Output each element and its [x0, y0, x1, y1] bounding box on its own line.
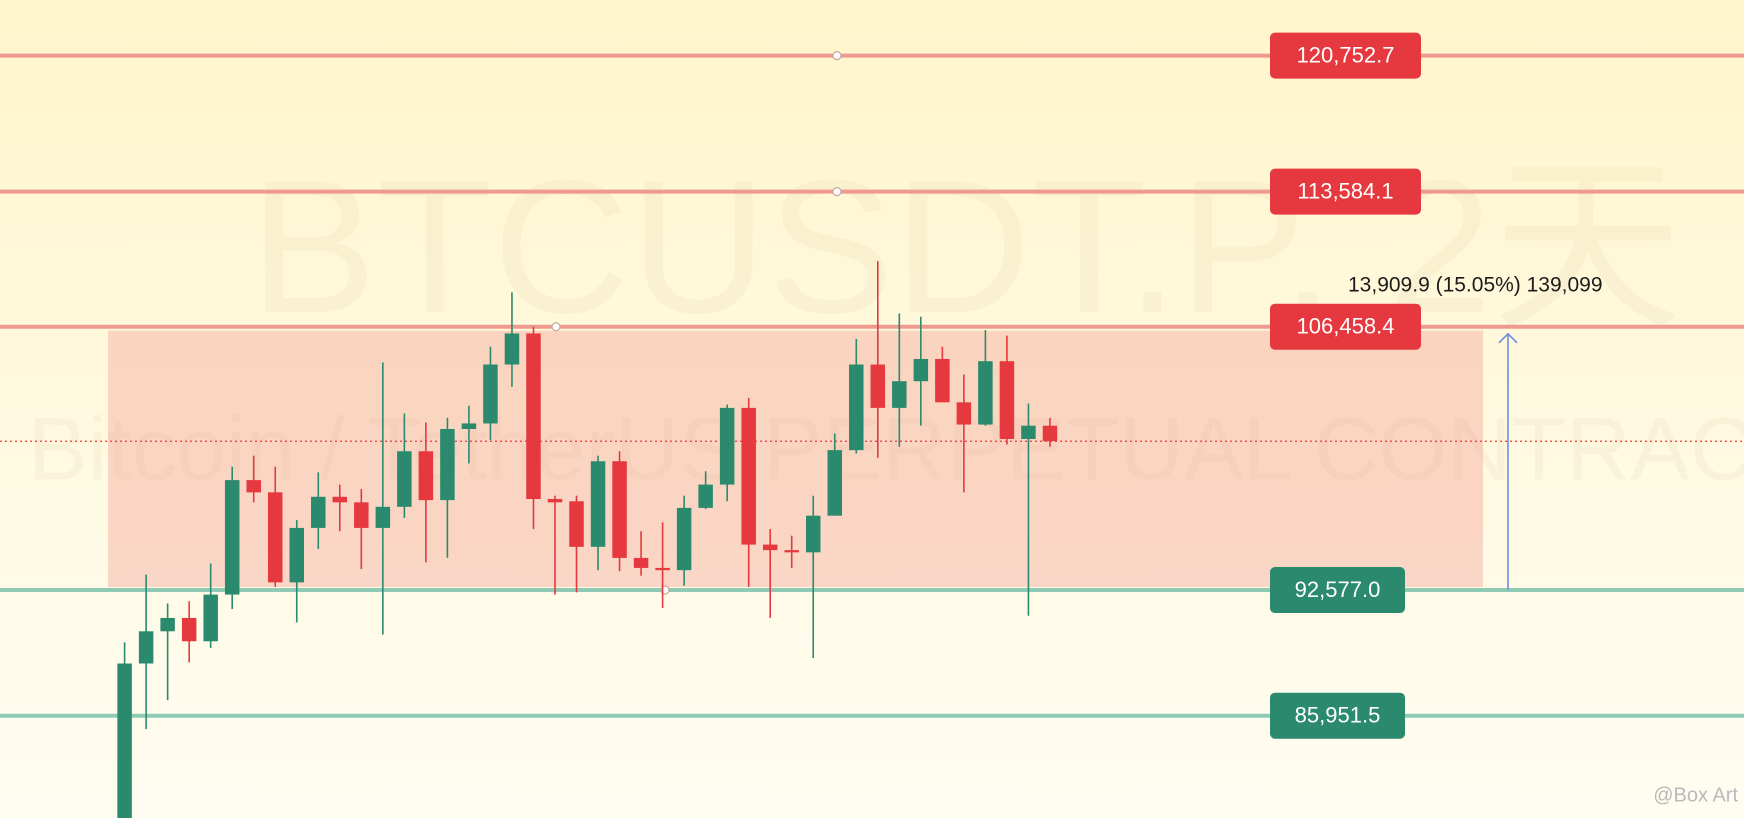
candle-body [354, 502, 369, 528]
candle-body [805, 515, 821, 553]
line-handle [832, 51, 842, 61]
candle-body [375, 506, 391, 528]
candle-body [849, 364, 864, 451]
level-label: 120,752.7 [1297, 42, 1395, 67]
level-label-box [1270, 692, 1405, 739]
candle-body [246, 480, 261, 493]
candle-body [784, 550, 799, 553]
watermark: BTCUSDT.P, 2天 [250, 141, 1682, 353]
level-label: 106,458.4 [1297, 314, 1395, 339]
candle-body [397, 451, 412, 507]
watermark-subtitle: Bitcoin / TetherUS PERPETUAL CONTRACT [28, 399, 1744, 499]
candle-body [698, 484, 713, 508]
measure-label: 13,909.9 (15.05%) 139,099 [1348, 274, 1603, 297]
candle-body [892, 381, 907, 408]
candle-body [181, 617, 197, 642]
candle-body [913, 358, 929, 382]
candle-body [676, 507, 692, 571]
candle-body [224, 480, 240, 595]
level-label-box [1270, 303, 1421, 350]
candle-body [311, 496, 326, 528]
measure-arrow-head [1498, 332, 1518, 344]
candle-body [117, 663, 132, 818]
level-label: 113,584.1 [1297, 178, 1393, 203]
candle-body [935, 358, 950, 403]
candle-body [590, 461, 606, 547]
candle-body [160, 617, 175, 632]
candle-body [1021, 425, 1036, 440]
candle-body [633, 557, 649, 568]
level-label: 85,951.5 [1295, 703, 1381, 728]
candle-body [956, 402, 972, 425]
candle-body [332, 496, 348, 503]
candle-body [289, 527, 305, 583]
candle-body [203, 594, 218, 642]
candle-body [827, 450, 843, 516]
candle-body [741, 407, 756, 545]
level-label: 92,577.0 [1295, 577, 1381, 602]
candle-body [978, 361, 993, 425]
level-label-box [1270, 567, 1405, 614]
candle-body [719, 407, 735, 485]
candle-body [138, 631, 154, 664]
range-box [108, 330, 1483, 588]
candle-body [612, 461, 627, 558]
level-label-box [1270, 32, 1421, 79]
level-label-box [1270, 168, 1421, 215]
candle-body [1042, 425, 1058, 442]
candle-body [461, 423, 477, 430]
candle-body [569, 501, 584, 547]
candle-body [547, 499, 563, 503]
candle-body [483, 364, 498, 424]
candle-body [870, 364, 886, 408]
candle-body [762, 544, 778, 551]
candle-body [267, 492, 283, 583]
line-handle [551, 322, 561, 332]
candle-body [440, 429, 455, 501]
candle-body [504, 333, 520, 365]
credit: @Box Art [1653, 784, 1738, 806]
candle-body [418, 451, 434, 501]
candle-body [999, 361, 1015, 440]
line-handle [832, 187, 842, 197]
candle-body [526, 333, 541, 500]
candle-body [655, 567, 670, 571]
